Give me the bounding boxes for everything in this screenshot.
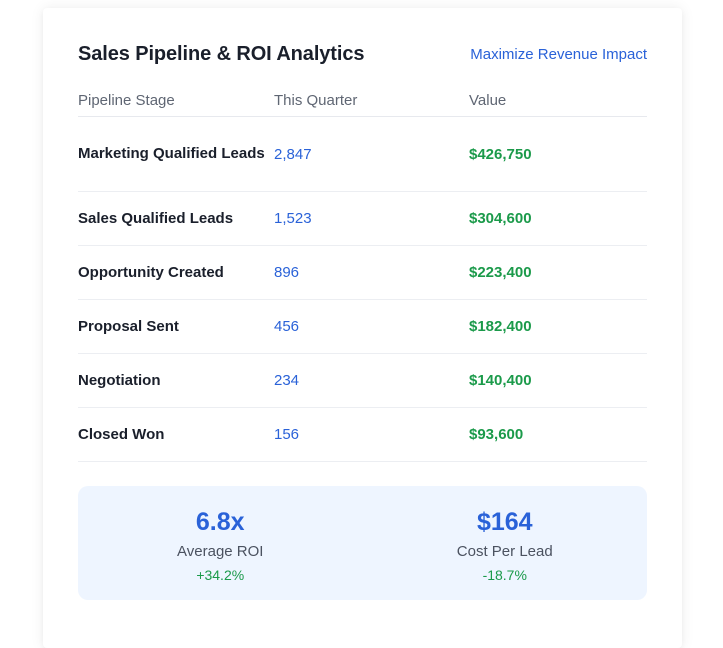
analytics-card: Sales Pipeline & ROI Analytics Maximize … (43, 8, 682, 648)
maximize-revenue-link[interactable]: Maximize Revenue Impact (470, 45, 647, 63)
metric-label: Average ROI (177, 543, 264, 560)
stage-count: 234 (274, 372, 300, 389)
stage-count: 456 (274, 318, 300, 335)
metric-cost-per-lead: $164 Cost Per Lead -18.7% (363, 486, 648, 600)
metric-change: +34.2% (196, 567, 245, 583)
pipeline-table: Pipeline Stage This Quarter Value Market… (78, 84, 647, 462)
summary-panel: 6.8x Average ROI +34.2% $164 Cost Per Le… (78, 486, 647, 600)
stage-value: $304,600 (469, 210, 532, 227)
table-header: Pipeline Stage This Quarter Value (78, 84, 647, 117)
table-row: Marketing Qualified Leads 2,847 $426,750 (78, 117, 647, 192)
stage-name: Sales Qualified Leads (78, 209, 234, 227)
stage-name: Marketing Qualified Leads (78, 145, 265, 162)
stage-count: 1,523 (274, 210, 312, 227)
stage-value: $426,750 (469, 145, 532, 163)
metric-average-roi: 6.8x Average ROI +34.2% (78, 486, 363, 600)
stage-name: Opportunity Created (78, 263, 224, 281)
stage-count: 156 (274, 426, 300, 443)
table-row: Closed Won 156 $93,600 (78, 408, 647, 462)
stage-count: 2,847 (274, 145, 312, 163)
table-row: Sales Qualified Leads 1,523 $304,600 (78, 192, 647, 246)
stage-value: $223,400 (469, 264, 532, 281)
stage-name: Closed Won (78, 425, 165, 443)
card-header: Sales Pipeline & ROI Analytics Maximize … (78, 40, 647, 68)
table-row: Opportunity Created 896 $223,400 (78, 246, 647, 300)
table-row: Proposal Sent 456 $182,400 (78, 300, 647, 354)
stage-name: Negotiation (78, 371, 161, 389)
metric-change: -18.7% (482, 567, 527, 583)
column-header-stage: Pipeline Stage (78, 91, 175, 109)
column-header-quarter: This Quarter (274, 91, 358, 109)
stage-value: $182,400 (469, 318, 532, 335)
stage-value: $140,400 (469, 372, 532, 389)
column-header-value: Value (469, 91, 507, 109)
stage-count: 896 (274, 264, 300, 281)
metric-label: Cost Per Lead (456, 543, 553, 560)
stage-name: Proposal Sent (78, 317, 179, 335)
table-row: Negotiation 234 $140,400 (78, 354, 647, 408)
metric-value: 6.8x (195, 508, 245, 536)
metric-value: $164 (476, 508, 533, 536)
page-title: Sales Pipeline & ROI Analytics (78, 42, 365, 65)
stage-value: $93,600 (469, 426, 524, 443)
